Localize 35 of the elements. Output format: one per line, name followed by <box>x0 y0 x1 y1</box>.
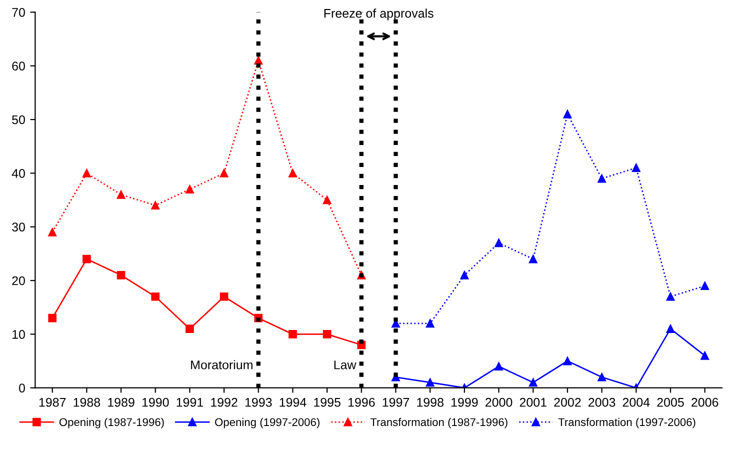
x-tick-label: 1988 <box>74 398 100 407</box>
x-tick-label: 1995 <box>314 398 340 407</box>
legend-label: Transformation (1987-1996) <box>370 418 508 428</box>
legend-label: Opening (1987-1996) <box>59 418 164 428</box>
ref-line-label: Moratorium <box>191 360 252 370</box>
x-tick-label: 1996 <box>348 398 375 407</box>
x-tick-label: 1997 <box>382 398 410 407</box>
y-tick-label: 60 <box>12 62 25 70</box>
annotation: Freeze of approvals <box>324 8 434 20</box>
x-tick-label: 1994 <box>280 398 306 407</box>
x-tick-label: 1987 <box>39 398 66 407</box>
legend-label: Opening (1997-2006) <box>215 418 320 428</box>
x-tick-label: 1998 <box>417 398 444 407</box>
y-tick-label: 40 <box>12 168 25 178</box>
x-tick-label: 1993 <box>245 398 272 407</box>
legend-label: Transformation (1997-2006) <box>558 418 696 428</box>
x-tick-label: 1992 <box>211 398 238 407</box>
x-tick-label: 1991 <box>176 398 204 407</box>
x-tick-label: 2004 <box>622 398 650 407</box>
x-tick-label: 2002 <box>554 398 581 407</box>
x-tick-label: 1999 <box>452 398 478 407</box>
x-tick-label: 2006 <box>692 398 718 407</box>
y-tick-label: 30 <box>12 222 25 232</box>
x-tick-label: 2005 <box>657 398 684 407</box>
y-tick-label: 0 <box>19 384 25 393</box>
x-tick-label: 2000 <box>486 398 512 407</box>
x-tick-label: 2001 <box>520 398 546 407</box>
y-tick-label: 10 <box>12 330 25 339</box>
x-tick-label: 2003 <box>588 398 616 407</box>
y-tick-label: 20 <box>12 276 25 286</box>
y-tick-label: 70 <box>12 8 25 17</box>
y-tick-label: 50 <box>12 115 25 124</box>
x-tick-label: 1990 <box>142 398 169 407</box>
ref-line-label: Law <box>334 360 356 370</box>
x-tick-label: 1989 <box>108 398 134 407</box>
